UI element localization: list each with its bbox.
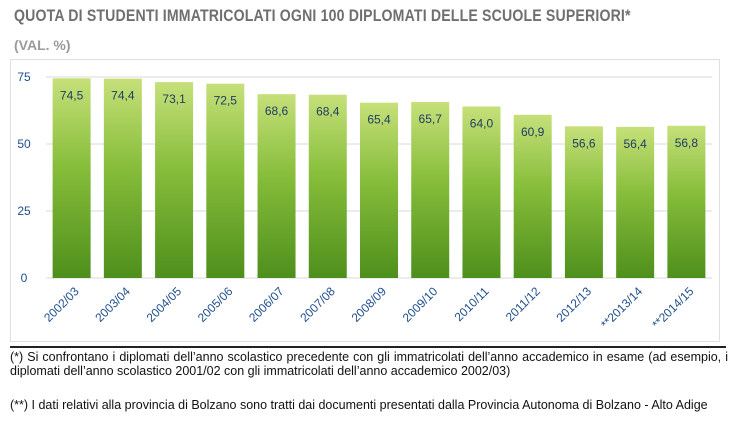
y-tick-label: 25 (17, 204, 31, 218)
bar (308, 94, 347, 278)
y-tick-label: 75 (17, 70, 31, 84)
bar (360, 102, 398, 278)
data-label: 73,1 (162, 92, 186, 106)
x-tick-label: 2011/12 (503, 284, 543, 324)
x-tick-label: 2002/03 (41, 284, 82, 325)
bar (411, 101, 450, 278)
x-tick-label: 2003/04 (92, 284, 133, 325)
x-tick-label: 2012/13 (553, 284, 594, 325)
x-tick-label: 2007/08 (297, 284, 338, 325)
data-label: 56,8 (675, 136, 699, 150)
data-label: 74,5 (60, 88, 84, 102)
data-label: 68,6 (265, 104, 289, 118)
footer-divider (10, 346, 726, 348)
footnote-1: (*) Si confrontano i diplomati dell’anno… (10, 350, 728, 378)
bar (155, 82, 194, 278)
data-label: 72,5 (214, 94, 238, 108)
bar (257, 94, 296, 278)
data-label: 68,4 (316, 105, 340, 119)
x-tick-label: 2009/10 (400, 284, 441, 325)
x-tick-label: 2008/09 (349, 284, 390, 325)
x-tick-label: **2014/15 (649, 284, 696, 331)
bar (206, 83, 245, 278)
x-tick-label: 2005/06 (195, 284, 236, 325)
data-label: 65,4 (367, 113, 391, 127)
data-label: 64,0 (470, 116, 494, 130)
y-tick-label: 0 (21, 271, 28, 285)
bar (52, 78, 91, 278)
x-tick-label: 2004/05 (144, 284, 185, 325)
bar-chart: 74,5 74,4 73,1 72,5 68,6 68,4 65,4 65,7 64,0 60,9… (17, 70, 712, 331)
y-tick-label: 50 (17, 137, 31, 151)
bar (564, 126, 603, 278)
x-tick-label: **2013/14 (598, 284, 645, 331)
bar (462, 106, 501, 278)
bar (667, 125, 706, 278)
chart-title: QUOTA DI STUDENTI IMMATRICOLATI OGNI 100… (14, 6, 631, 25)
bar (103, 78, 142, 278)
data-label: 56,4 (623, 137, 647, 151)
data-label: 56,6 (572, 136, 596, 150)
chart-subtitle: (VAL. %) (14, 37, 71, 53)
data-label: 74,4 (111, 89, 135, 103)
bar (513, 114, 552, 279)
data-label: 60,9 (521, 125, 545, 139)
x-tick-label: 2010/11 (452, 284, 492, 324)
footnote-2: (**) I dati relativi alla provincia di B… (10, 398, 708, 412)
data-label: 65,7 (419, 112, 443, 126)
x-tick-label: 2006/07 (246, 284, 287, 325)
bar (616, 126, 655, 279)
